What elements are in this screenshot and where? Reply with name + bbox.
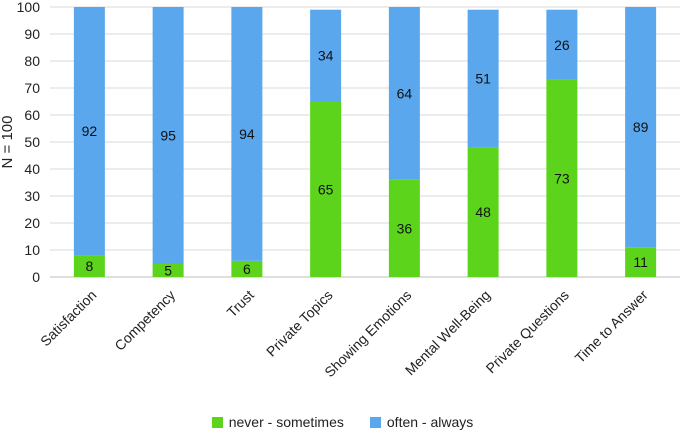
y-tick-label-30: 30 — [24, 188, 40, 204]
bar-trust-often-always — [231, 7, 263, 261]
legend: never - sometimes often - always — [0, 412, 685, 432]
legend-swatch-often-always — [369, 416, 381, 428]
y-axis-ticks: 0 10 20 30 40 50 60 70 80 90 100 — [17, 0, 41, 285]
data-label-mental-well-being-often-always: 51 — [475, 71, 491, 87]
bar-satisfaction-often-always — [73, 7, 105, 256]
y-tick-label-100: 100 — [17, 0, 41, 15]
bar-time-to-answer-often-always — [625, 7, 657, 248]
data-label-time-to-answer-often-always: 89 — [633, 119, 649, 135]
bars: 8 92 5 95 6 94 65 34 36 64 48 51 73 26 11 89 — [73, 7, 657, 278]
data-label-private-topics-never-sometimes: 65 — [318, 181, 334, 197]
y-axis-title: N = 100 — [0, 116, 16, 169]
legend-item-often-always: often - always — [369, 414, 474, 430]
data-label-private-questions-often-always: 26 — [554, 37, 570, 53]
bar-mental-well-being-never-sometimes — [467, 147, 499, 277]
stacked-bar-chart: 0 10 20 30 40 50 60 70 80 90 100 N = 100 8 92 5 95 6 94… — [0, 0, 680, 381]
legend-item-never-sometimes: never - sometimes — [211, 414, 344, 430]
y-tick-label-50: 50 — [24, 134, 40, 150]
x-tick-label-satisfaction: Satisfaction — [37, 287, 99, 349]
bar-competency-often-always — [152, 7, 184, 264]
y-tick-label-0: 0 — [32, 269, 40, 285]
y-tick-label-90: 90 — [24, 26, 40, 42]
data-label-showing-emotions-never-sometimes: 36 — [397, 220, 413, 236]
data-label-satisfaction-never-sometimes: 8 — [85, 258, 93, 274]
bar-satisfaction-never-sometimes — [73, 255, 105, 277]
bar-competency-never-sometimes — [152, 263, 184, 277]
y-tick-label-20: 20 — [24, 215, 40, 231]
y-tick-label-40: 40 — [24, 161, 40, 177]
bar-mental-well-being-often-always — [467, 9, 499, 148]
bar-private-topics-never-sometimes — [310, 101, 342, 277]
gridlines — [50, 6, 680, 278]
bar-trust-never-sometimes — [231, 260, 263, 277]
data-label-trust-often-always: 94 — [239, 126, 255, 142]
x-axis-category-labels: Satisfaction Competency Trust Private Topic… — [37, 287, 651, 381]
data-label-private-topics-often-always: 34 — [318, 48, 334, 64]
data-label-competency-never-sometimes: 5 — [164, 262, 172, 278]
data-label-mental-well-being-never-sometimes: 48 — [475, 204, 491, 220]
bar-private-questions-never-sometimes — [546, 79, 578, 278]
x-tick-label-mental-well-being: Mental Well-Being — [402, 287, 493, 378]
x-tick-label-trust: Trust — [223, 287, 257, 321]
x-tick-label-showing-emotions: Showing Emotions — [321, 287, 414, 380]
y-tick-label-60: 60 — [24, 107, 40, 123]
x-tick-label-private-questions: Private Questions — [483, 287, 572, 376]
legend-label-never-sometimes: never - sometimes — [228, 414, 344, 430]
legend-swatch-never-sometimes — [211, 416, 223, 428]
data-label-time-to-answer-never-sometimes: 11 — [633, 254, 648, 270]
data-label-trust-never-sometimes: 6 — [243, 261, 251, 277]
x-tick-label-competency: Competency — [111, 287, 178, 354]
bar-showing-emotions-often-always — [388, 7, 420, 180]
legend-label-often-always: often - always — [386, 414, 474, 430]
data-label-satisfaction-often-always: 92 — [82, 123, 98, 139]
data-label-private-questions-never-sometimes: 73 — [554, 170, 570, 186]
bar-showing-emotions-never-sometimes — [388, 179, 420, 277]
y-tick-label-80: 80 — [24, 53, 40, 69]
x-tick-label-time-to-answer: Time to Answer — [572, 287, 651, 366]
y-tick-label-10: 10 — [24, 242, 40, 258]
data-label-competency-often-always: 95 — [160, 127, 176, 143]
y-tick-label-70: 70 — [24, 80, 40, 96]
x-tick-label-private-topics: Private Topics — [263, 287, 336, 360]
bar-time-to-answer-never-sometimes — [625, 247, 657, 277]
bar-private-topics-often-always — [310, 9, 342, 102]
data-label-showing-emotions-often-always: 64 — [397, 85, 413, 101]
bar-private-questions-often-always — [546, 9, 578, 80]
